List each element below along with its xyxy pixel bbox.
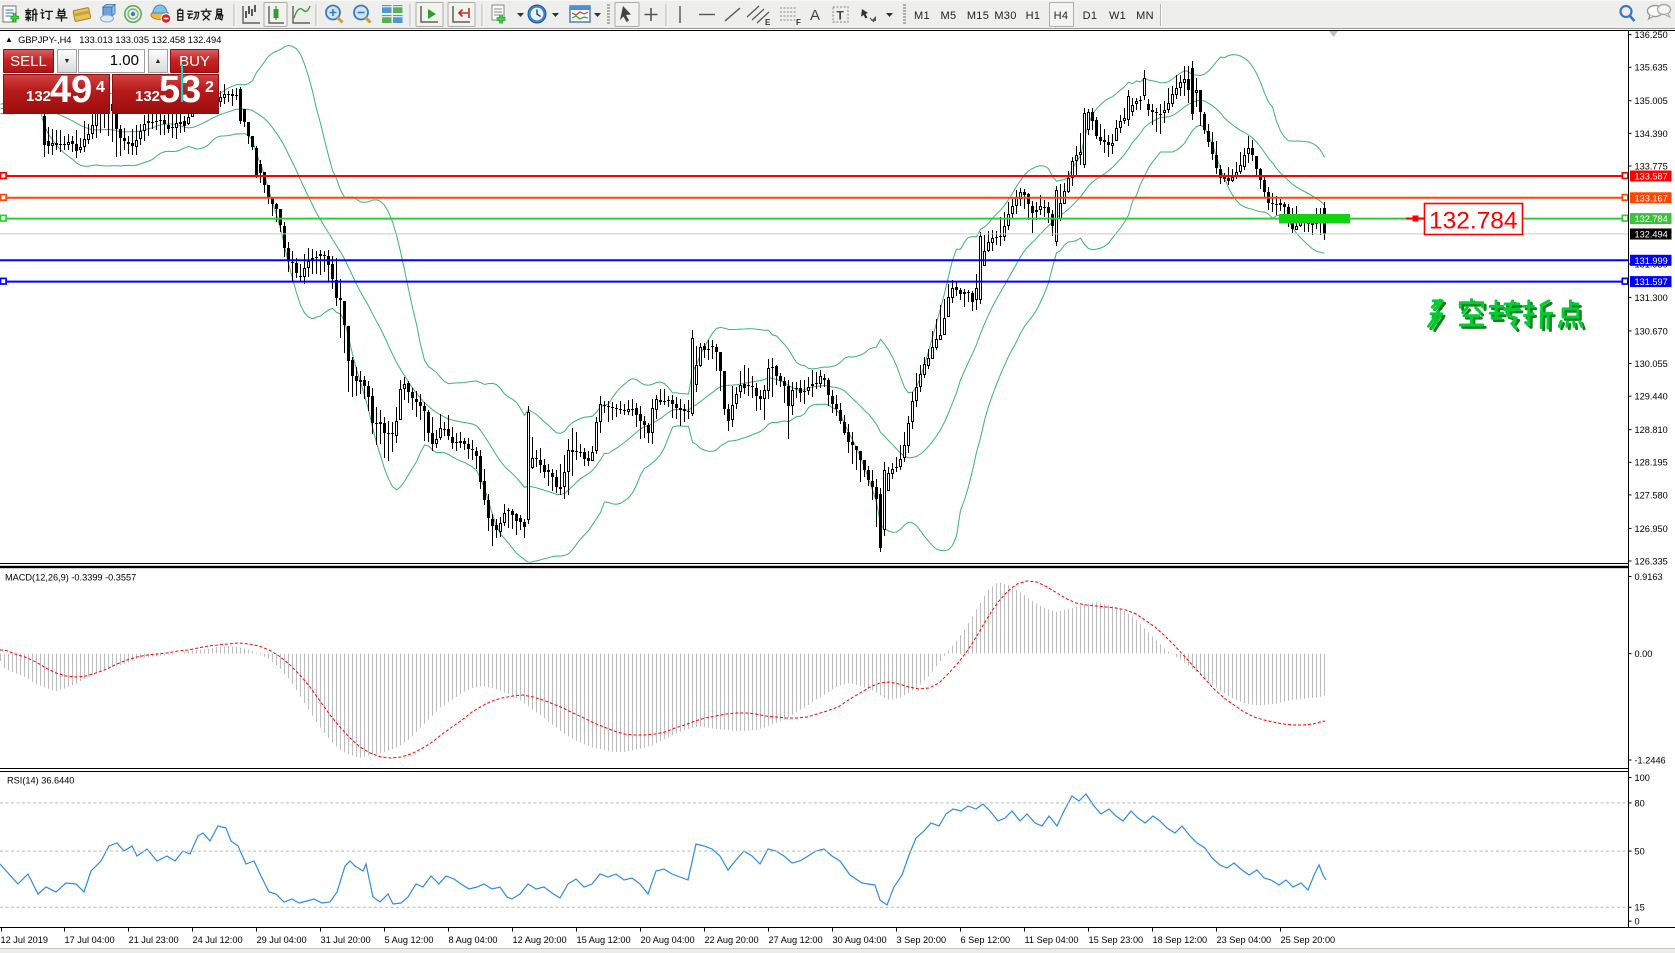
- svg-text:E: E: [765, 18, 771, 27]
- svg-text:RSI(14) 36.6440: RSI(14) 36.6440: [7, 776, 74, 786]
- svg-text:M15: M15: [967, 10, 989, 22]
- svg-text:128.810: 128.810: [1635, 425, 1668, 435]
- svg-text:133.775: 133.775: [1635, 161, 1668, 171]
- svg-text:126.950: 126.950: [1635, 524, 1668, 534]
- svg-text:15 Sep 23:00: 15 Sep 23:00: [1089, 935, 1144, 945]
- svg-text:31 Jul 20:00: 31 Jul 20:00: [321, 935, 371, 945]
- svg-text:25 Sep 20:00: 25 Sep 20:00: [1281, 935, 1336, 945]
- svg-text:136.250: 136.250: [1635, 30, 1668, 40]
- svg-text:W1: W1: [1109, 10, 1126, 22]
- svg-text:F: F: [796, 18, 801, 27]
- svg-text:6 Sep 12:00: 6 Sep 12:00: [961, 935, 1011, 945]
- svg-text:133.167: 133.167: [1635, 193, 1668, 203]
- svg-text:30 Aug 04:00: 30 Aug 04:00: [833, 935, 887, 945]
- svg-text:132.784: 132.784: [1635, 214, 1668, 224]
- svg-text:126.335: 126.335: [1635, 556, 1668, 566]
- svg-text:135.635: 135.635: [1635, 63, 1668, 73]
- svg-text:129.440: 129.440: [1635, 392, 1668, 402]
- svg-text:22 Aug 20:00: 22 Aug 20:00: [705, 935, 759, 945]
- svg-text:17 Jul 04:00: 17 Jul 04:00: [65, 935, 115, 945]
- svg-text:M5: M5: [941, 10, 957, 22]
- svg-text:T: T: [837, 9, 845, 23]
- svg-text:MN: MN: [1136, 10, 1154, 22]
- svg-text:128.195: 128.195: [1635, 458, 1668, 468]
- svg-text:8 Aug 04:00: 8 Aug 04:00: [449, 935, 498, 945]
- svg-text:20 Aug 04:00: 20 Aug 04:00: [641, 935, 695, 945]
- svg-text:A: A: [810, 7, 820, 24]
- svg-text:12 Jul 2019: 12 Jul 2019: [1, 935, 49, 945]
- svg-text:MACD(12,26,9) -0.3399 -0.3557: MACD(12,26,9) -0.3399 -0.3557: [5, 573, 136, 583]
- svg-text:27 Aug 12:00: 27 Aug 12:00: [769, 935, 823, 945]
- svg-text:15 Aug 12:00: 15 Aug 12:00: [577, 935, 631, 945]
- svg-text:18 Sep 12:00: 18 Sep 12:00: [1153, 935, 1208, 945]
- svg-text:29 Jul 04:00: 29 Jul 04:00: [257, 935, 307, 945]
- svg-text:3 Sep 20:00: 3 Sep 20:00: [897, 935, 947, 945]
- svg-text:11 Sep 04:00: 11 Sep 04:00: [1025, 935, 1079, 945]
- svg-text:H4: H4: [1054, 10, 1069, 22]
- svg-text:131.999: 131.999: [1635, 256, 1668, 266]
- svg-text:131.597: 131.597: [1635, 277, 1668, 287]
- svg-text:0: 0: [1635, 917, 1640, 927]
- svg-text:24 Jul 12:00: 24 Jul 12:00: [193, 935, 243, 945]
- svg-text:12 Aug 20:00: 12 Aug 20:00: [513, 935, 567, 945]
- svg-text:132.784: 132.784: [1429, 208, 1518, 235]
- svg-text:131.300: 131.300: [1635, 293, 1668, 303]
- svg-text:0.9163: 0.9163: [1635, 572, 1663, 582]
- svg-text:134.390: 134.390: [1635, 129, 1668, 139]
- svg-text:21 Jul 23:00: 21 Jul 23:00: [129, 935, 179, 945]
- svg-text:M30: M30: [994, 10, 1016, 22]
- svg-text:50: 50: [1635, 847, 1645, 857]
- svg-text:130.055: 130.055: [1635, 359, 1668, 369]
- svg-text:127.580: 127.580: [1635, 490, 1668, 500]
- svg-text:133.587: 133.587: [1635, 172, 1668, 182]
- svg-text:132.494: 132.494: [1635, 230, 1668, 240]
- svg-text:H1: H1: [1026, 10, 1041, 22]
- svg-text:D1: D1: [1083, 10, 1098, 22]
- svg-text:23 Sep 04:00: 23 Sep 04:00: [1217, 935, 1272, 945]
- svg-text:100: 100: [1635, 773, 1650, 783]
- svg-text:0.00: 0.00: [1635, 649, 1653, 659]
- svg-text:135.005: 135.005: [1635, 96, 1668, 106]
- svg-text:80: 80: [1635, 798, 1645, 808]
- svg-text:15: 15: [1635, 903, 1645, 913]
- svg-text:5 Aug 12:00: 5 Aug 12:00: [385, 935, 434, 945]
- svg-text:M1: M1: [914, 10, 930, 22]
- svg-text:-1.2446: -1.2446: [1635, 756, 1666, 766]
- svg-text:130.670: 130.670: [1635, 326, 1668, 336]
